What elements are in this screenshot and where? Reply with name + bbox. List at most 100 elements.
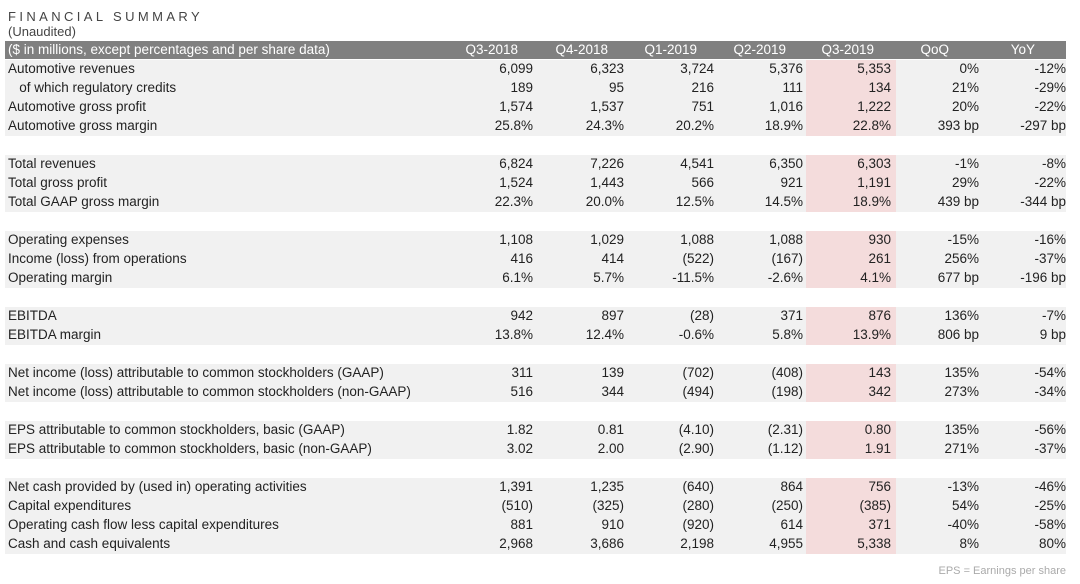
cell-q2-2019: -2.6% [767,270,803,285]
cell-q2-2019: 4,955 [769,536,803,551]
row-shade [5,98,1066,117]
cell-q4-2018: 7,226 [590,156,624,171]
cell-q3-2019: (385) [859,498,891,513]
cell-q3-2019: 5,353 [857,61,891,76]
cell-q2-2019: (1.12) [767,441,803,456]
row-label: EPS attributable to common stockholders,… [8,422,345,437]
row-shade [5,516,1066,535]
cell-q4-2018: 95 [608,80,624,95]
cell-q3-2018: 881 [510,517,533,532]
row-shade [5,117,1066,136]
cell-q3-2018: (510) [501,498,533,513]
cell-q1-2019: 3,724 [680,61,714,76]
highlight-q3-2019 [806,364,896,402]
cell-q3-2018: 311 [511,365,533,380]
cell-q3-2018: 25.8% [494,118,533,133]
row-shade [5,79,1066,98]
cell-q2-2019: 14.5% [764,194,803,209]
cell-q1-2019: (494) [682,384,714,399]
cell-q3-2018: 942 [510,308,533,323]
cell-q4-2018: 5.7% [593,270,624,285]
cell-qoq: 256% [944,251,979,266]
cell-qoq: 677 bp [937,270,979,285]
row-shade [5,231,1066,250]
cell-q3-2019: 143 [868,365,891,380]
cell-q3-2019: 876 [868,308,891,323]
table-row: Automotive gross margin 25.8% 24.3% 20.2% 18… [5,117,1066,136]
cell-q3-2018: 1,108 [499,232,533,247]
cell-q3-2018: 189 [510,80,533,95]
cell-yoy: -58% [1034,517,1066,532]
cell-yoy: 9 bp [1039,327,1066,342]
cell-q2-2019: 371 [780,308,803,323]
table-row: EBITDA 942 897 (28) 371 876 136% -7% [5,307,1066,326]
table-row: Cash and cash equivalents 2,968 3,686 2,198… [5,535,1066,554]
cell-qoq: 273% [944,384,979,399]
cell-yoy: -29% [1034,80,1066,95]
cell-qoq: 135% [944,422,979,437]
cell-yoy: -22% [1034,175,1066,190]
cell-q2-2019: 6,350 [769,156,803,171]
cell-q2-2019: 1,088 [769,232,803,247]
cell-qoq: 20% [951,99,979,114]
cell-q1-2019: 1,088 [680,232,714,247]
row-label: Income (loss) from operations [8,251,187,266]
cell-q3-2019: 13.9% [852,327,891,342]
row-shade [5,535,1066,554]
cell-yoy: -196 bp [1020,270,1066,285]
cell-q3-2019: 1,191 [857,175,891,190]
cell-q4-2018: 12.4% [585,327,624,342]
cell-q4-2018: 24.3% [585,118,624,133]
cell-q4-2018: 139 [601,365,624,380]
highlight-q3-2019 [806,478,896,554]
highlight-q3-2019 [806,155,896,212]
cell-q1-2019: 20.2% [675,118,714,133]
cell-q1-2019: (640) [682,479,714,494]
header-col-q3-2018: Q3-2018 [465,42,518,57]
cell-q3-2018: 1.82 [506,422,533,437]
cell-q3-2019: 1.91 [864,441,891,456]
cell-q2-2019: 921 [780,175,803,190]
cell-q4-2018: 1,443 [590,175,624,190]
cell-qoq: 0% [959,61,979,76]
row-label: Cash and cash equivalents [8,536,171,551]
cell-q1-2019: -0.6% [678,327,714,342]
cell-q3-2018: 1,524 [499,175,533,190]
header-col-q2-2019: Q2-2019 [733,42,786,57]
page-subtitle: (Unaudited) [8,24,76,39]
row-shade [5,478,1066,497]
table-row: Operating expenses 1,108 1,029 1,088 1,088 93… [5,231,1066,250]
header-label: ($ in millions, except percentages and p… [8,42,330,57]
highlight-q3-2019 [806,231,896,288]
cell-q3-2018: 6,824 [499,156,533,171]
cell-q1-2019: (28) [689,308,714,323]
cell-yoy: -16% [1034,232,1066,247]
cell-q4-2018: (325) [592,498,624,513]
cell-q3-2018: 3.02 [506,441,533,456]
row-label: of which regulatory credits [8,80,177,95]
cell-yoy: -37% [1034,251,1066,266]
table-header: ($ in millions, except percentages and p… [5,41,1066,59]
cell-qoq: -40% [947,517,979,532]
header-col-yoy: YoY [1010,42,1035,57]
table-row: EPS attributable to common stockholders,… [5,421,1066,440]
row-label: EBITDA [8,308,57,323]
cell-q1-2019: 751 [691,99,714,114]
row-label: EBITDA margin [8,327,102,342]
highlight-q3-2019 [806,421,896,459]
cell-q3-2018: 2,968 [499,536,533,551]
cell-q4-2018: 0.81 [597,422,624,437]
row-shade [5,383,1066,402]
cell-qoq: -15% [947,232,979,247]
cell-q3-2019: 930 [868,232,891,247]
cell-yoy: -8% [1041,156,1066,171]
table-row: Net cash provided by (used in) operating… [5,478,1066,497]
cell-q1-2019: 216 [691,80,714,95]
table-row: Net income (loss) attributable to common… [5,364,1066,383]
cell-qoq: 21% [951,80,979,95]
cell-q3-2019: 756 [868,479,891,494]
cell-q4-2018: 1,537 [590,99,624,114]
row-label: Net cash provided by (used in) operating… [8,479,307,494]
table-row: Net income (loss) attributable to common… [5,383,1066,402]
cell-q4-2018: 6,323 [590,61,624,76]
